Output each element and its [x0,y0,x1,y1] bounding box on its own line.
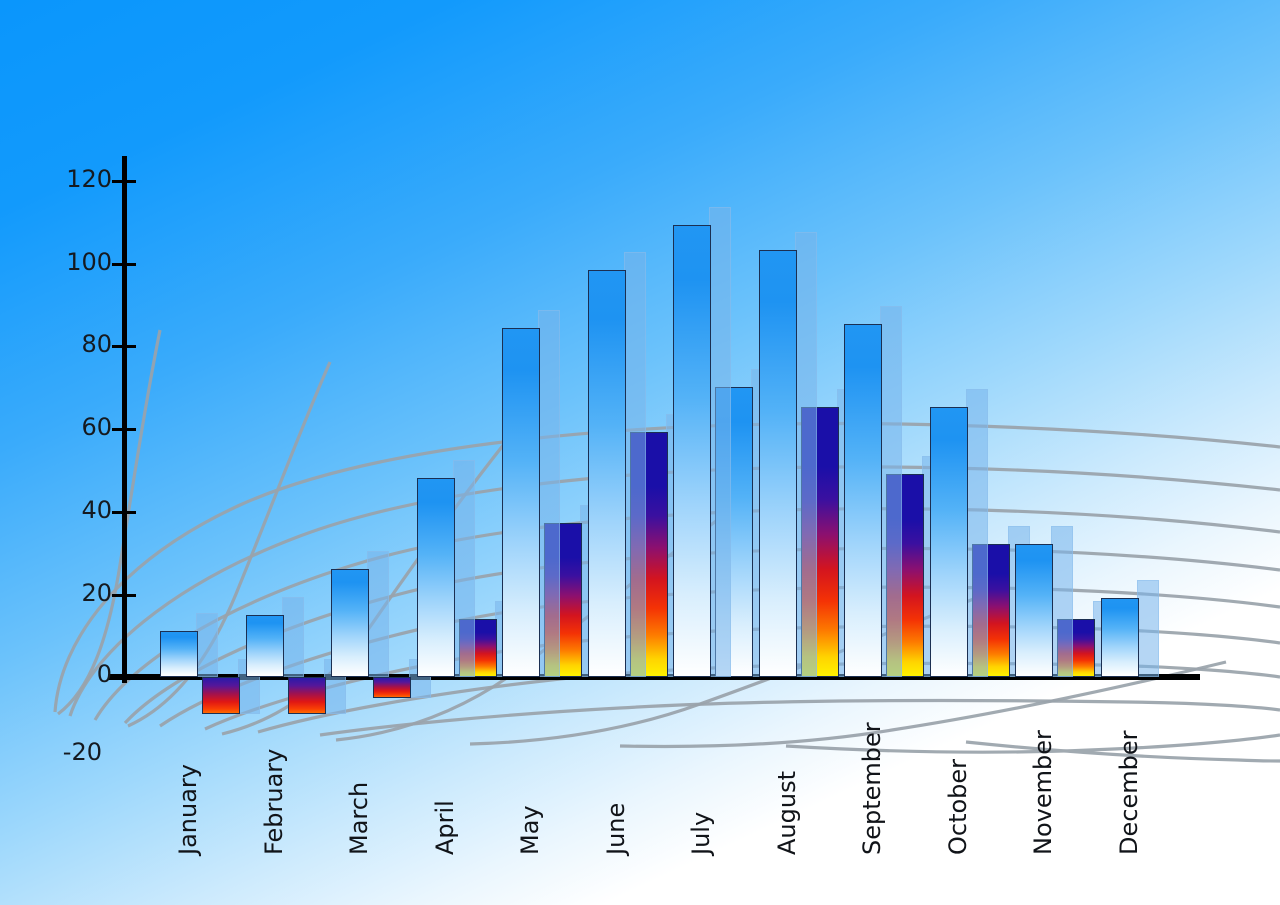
bar-january-series2[interactable] [202,677,240,715]
y-tick-120 [112,180,136,183]
bar-november-series1[interactable] [1015,544,1053,677]
y-tick-100 [112,263,136,266]
bar-depth-shadow [538,310,560,677]
bar-march-series1[interactable] [331,569,369,677]
x-axis-label-november: November [1029,730,1057,855]
x-axis-label-march: March [345,781,373,855]
bar-depth-shadow [794,231,817,677]
bar-depth-shadow [880,306,902,677]
y-axis-label-80: 80 [81,330,112,358]
bar-face [1100,598,1139,677]
y-axis-label-0: 0 [96,660,112,688]
bar-depth-shadow [196,613,218,677]
y-axis-label-neg20: -20 [62,738,102,766]
y-tick-40 [112,511,136,514]
y-tick-60 [112,428,136,431]
x-axis-label-september: September [858,722,886,855]
y-tick-80 [112,345,136,348]
x-axis-label-august: August [772,771,801,855]
x-axis-label-january: January [174,764,202,855]
bar-march-series2[interactable] [373,677,411,698]
bar-april-series1[interactable] [416,477,455,677]
y-axis-line [122,156,127,683]
y-axis-label-20: 20 [81,579,112,607]
bar-depth-shadow [709,206,731,677]
x-axis-label-february: February [259,748,288,855]
y-axis-label-100: 100 [66,248,112,276]
bar-december-series1[interactable] [1100,598,1139,677]
x-axis-label-june: June [601,802,630,855]
y-axis-label-120: 120 [66,165,112,193]
bar-depth-shadow [1136,580,1159,677]
bar-face [587,270,626,677]
bar-face [245,614,284,677]
bar-august-series1[interactable] [758,249,797,677]
x-axis-label-december: December [1114,730,1143,855]
bar-july-series1[interactable] [673,224,711,677]
bar-may-series1[interactable] [502,328,540,677]
bar-october-series1[interactable] [929,407,968,677]
bar-face [502,328,540,677]
bar-january-series1[interactable] [160,631,198,677]
x-axis-label-july: July [687,811,715,855]
bar-face [331,569,369,677]
bar-february-series2[interactable] [287,677,326,715]
x-axis-zero-line [108,674,1200,680]
bar-february-series1[interactable] [245,614,284,677]
bar-face [373,677,411,698]
x-axis-label-october: October [943,758,972,855]
bar-depth-shadow [965,389,988,677]
bar-depth-shadow [623,252,646,677]
bar-face [844,324,882,677]
bar-face [1015,544,1053,677]
y-axis-label-40: 40 [81,496,112,524]
bar-face [758,249,797,677]
bar-face [416,477,455,677]
bar-face [929,407,968,677]
bar-depth-shadow [452,459,475,677]
bar-face [202,677,240,715]
bar-september-series1[interactable] [844,324,882,677]
bar-depth-shadow [1051,526,1073,677]
bar-face [673,224,711,677]
bar-depth-shadow [367,551,389,677]
y-tick-20 [112,594,136,597]
bar-face [160,631,198,677]
bar-june-series1[interactable] [587,270,626,677]
bar-depth-shadow [281,596,304,677]
x-axis-label-may: May [516,805,544,855]
y-axis-label-60: 60 [81,413,112,441]
x-axis-label-april: April [430,800,459,855]
bar-face [287,677,326,715]
